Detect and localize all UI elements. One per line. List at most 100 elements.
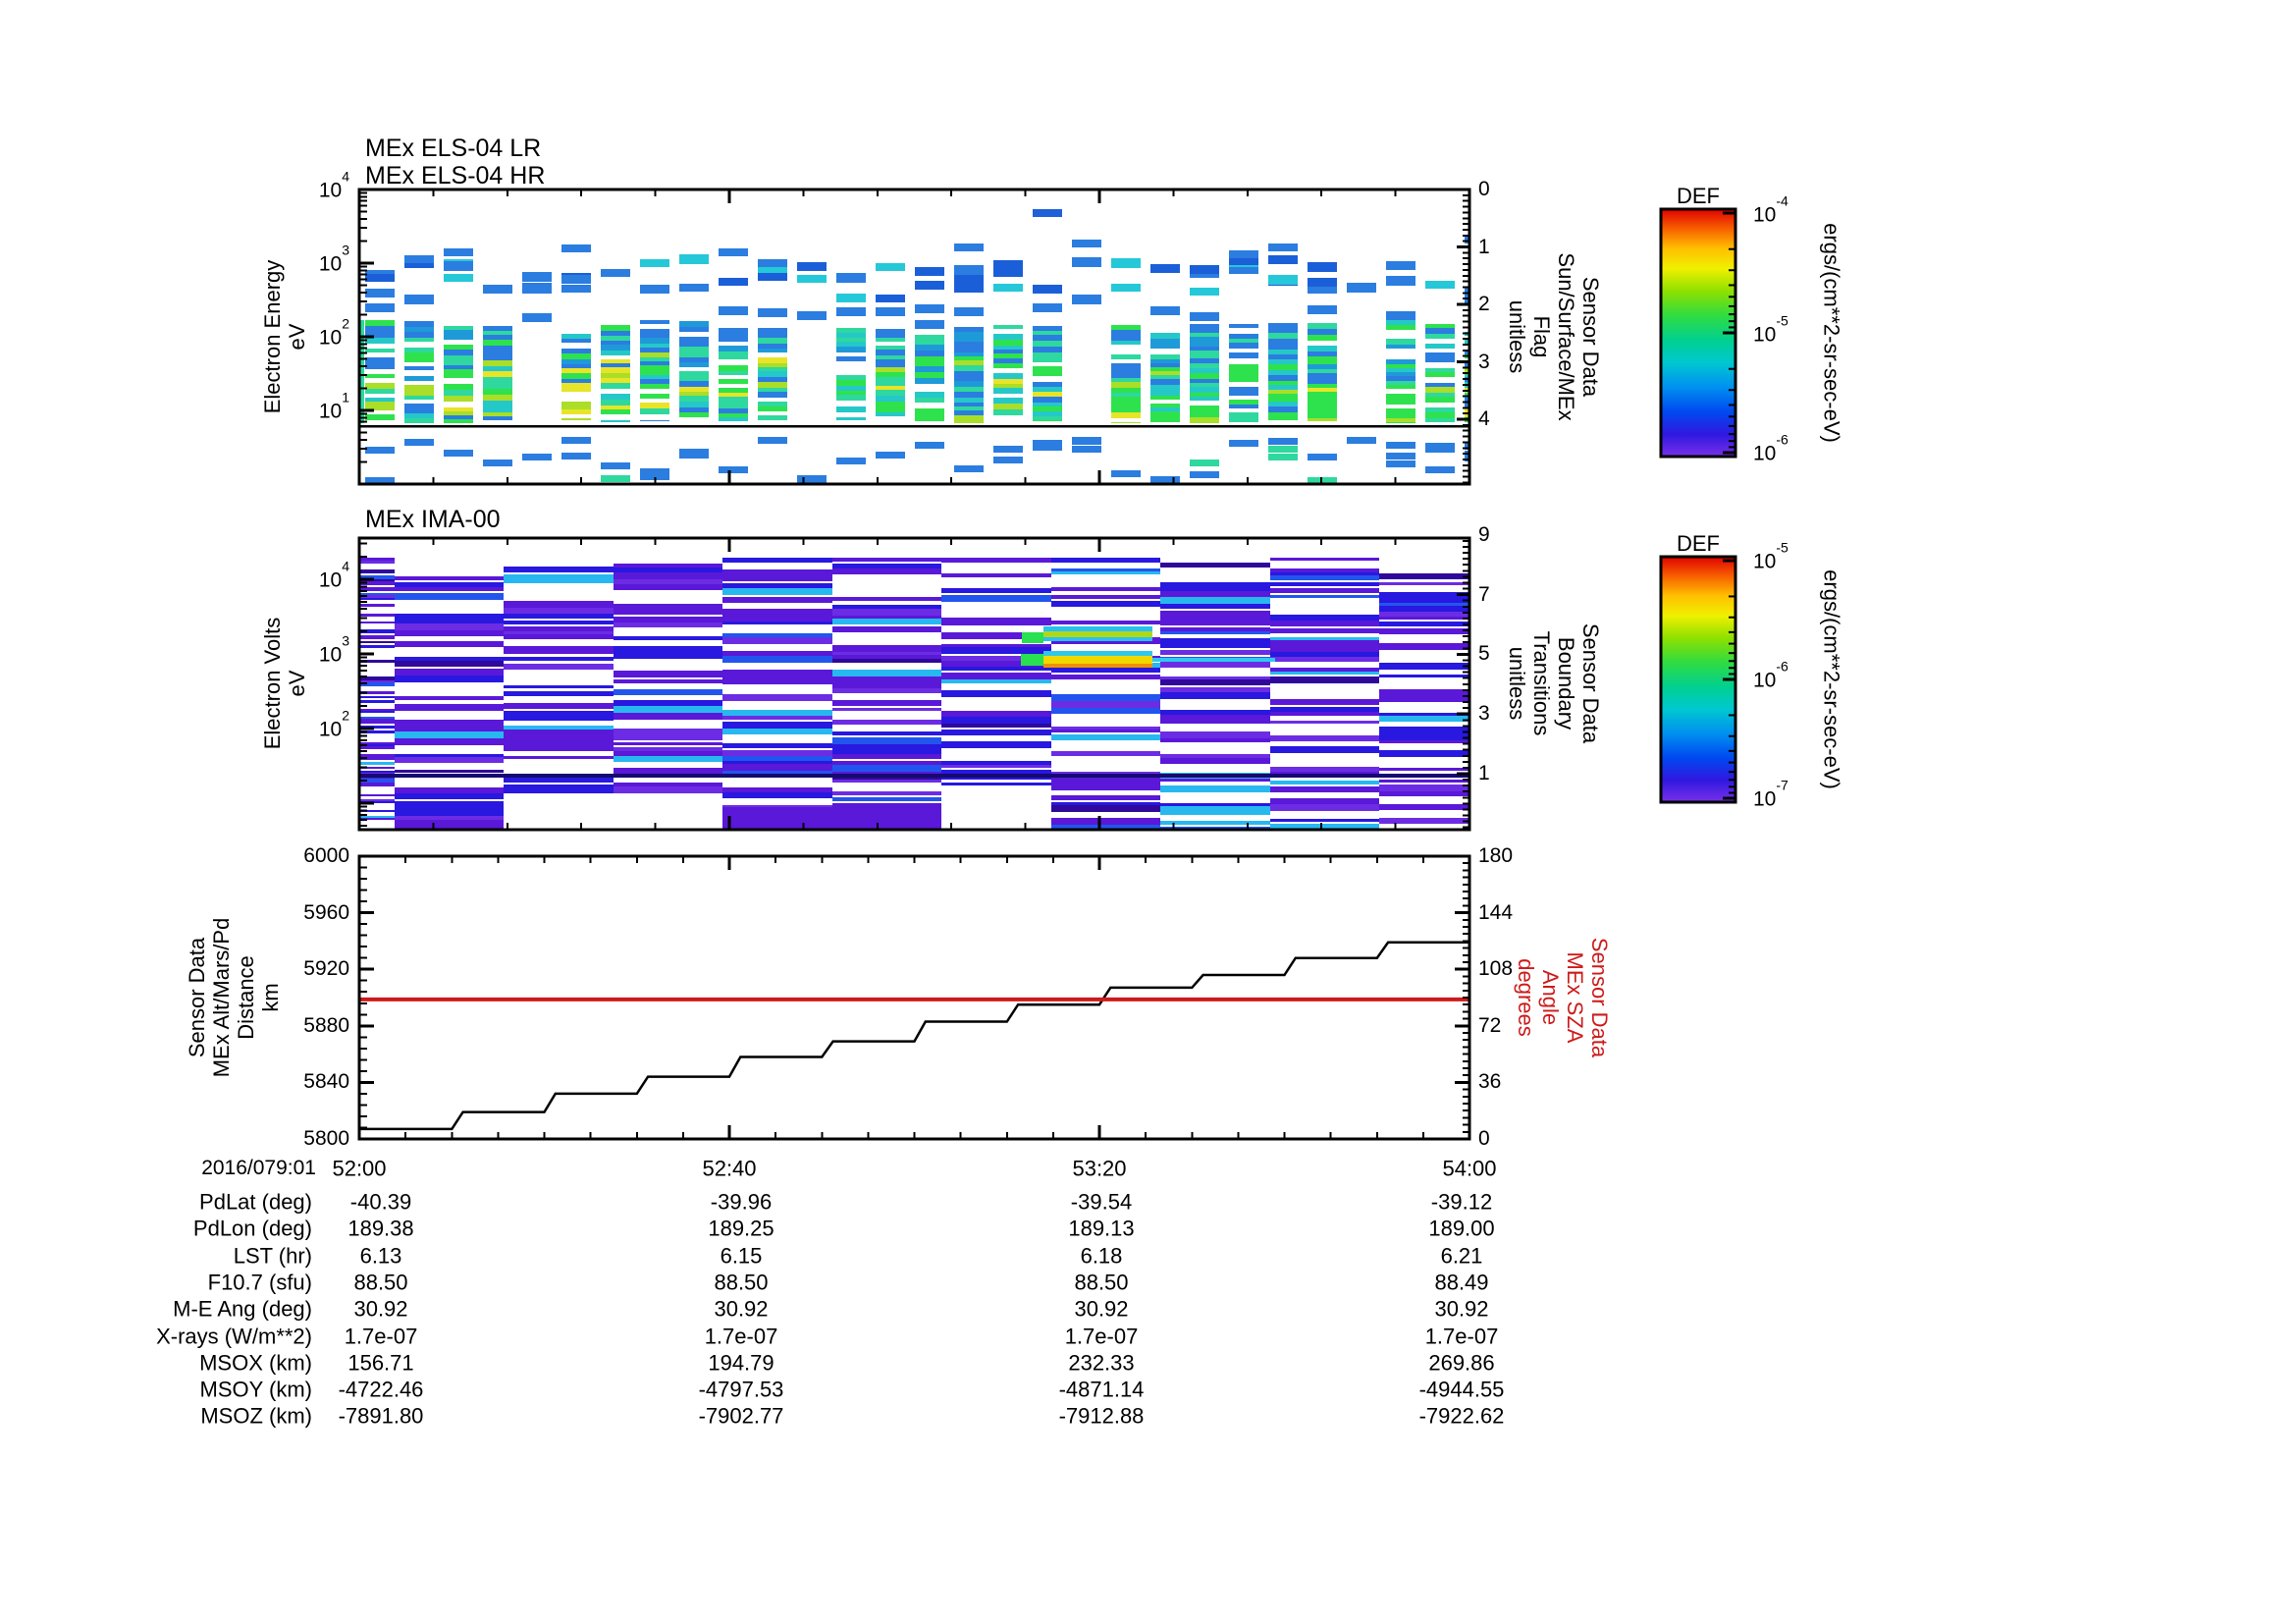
table-row-label: PdLon (deg) — [192, 1216, 312, 1241]
table-cell-value: 88.50 — [1074, 1270, 1129, 1295]
table-cell-value: 1.7e-07 — [1064, 1323, 1139, 1348]
table-cell-value: -4944.55 — [1418, 1377, 1505, 1402]
time-tick-label: 52:40 — [702, 1156, 757, 1181]
els-ytick-label: 103 — [318, 242, 349, 276]
table-cell-value: 6.15 — [720, 1243, 763, 1269]
table-cell-value: 1.7e-07 — [1424, 1323, 1499, 1348]
table-row-label: MSOX (km) — [199, 1350, 312, 1376]
els-flag-tick-label: 3 — [1478, 350, 1490, 373]
colorbar1-tick-label: 10-5 — [1753, 311, 1789, 346]
table-row-label: PdLat (deg) — [199, 1189, 312, 1215]
table-cell-value: 88.50 — [714, 1270, 769, 1295]
table-cell-value: -7912.88 — [1058, 1403, 1145, 1429]
els-title-lr: MEx ELS-04 LR — [365, 135, 542, 162]
table-cell-value: -7902.77 — [698, 1403, 784, 1429]
colorbar2-units-label: ergs/(cm**2-sr-sec-eV) — [1819, 569, 1844, 789]
ima-title: MEx IMA-00 — [365, 506, 501, 533]
alt-left-tick-label: 5920 — [303, 957, 349, 981]
els-title-hr: MEx ELS-04 HR — [365, 162, 546, 189]
alt-left-tick-label: 5800 — [303, 1126, 349, 1150]
alt-right-tick-label: 180 — [1478, 843, 1514, 867]
ima-right-tick-label: 3 — [1478, 702, 1490, 726]
colorbar1-tick-label: 10-6 — [1753, 431, 1789, 465]
table-cell-value: -7922.62 — [1418, 1403, 1505, 1429]
sza-right-axis-label: Sensor Data MEx SZA Angle degrees — [1514, 937, 1612, 1058]
alt-right-tick-label: 36 — [1478, 1070, 1502, 1094]
els-ytick-label: 101 — [318, 389, 349, 423]
time-tick-label: 52:00 — [332, 1156, 387, 1181]
table-cell-value: 30.92 — [353, 1296, 408, 1322]
ima-right-tick-label: 1 — [1478, 761, 1490, 784]
table-row-label: X-rays (W/m**2) — [156, 1323, 312, 1348]
table-cell-value: -39.12 — [1430, 1189, 1493, 1215]
els-flag-tick-label: 2 — [1478, 292, 1490, 315]
table-cell-value: -39.96 — [710, 1189, 773, 1215]
table-cell-value: 232.33 — [1068, 1350, 1135, 1376]
table-row-label: F10.7 (sfu) — [207, 1270, 312, 1295]
alt-right-tick-label: 72 — [1478, 1013, 1502, 1037]
els-flag-tick-label: 1 — [1478, 235, 1490, 258]
els-ytick-label: 102 — [318, 315, 349, 350]
table-cell-value: -4797.53 — [698, 1377, 784, 1402]
table-cell-value: 189.13 — [1068, 1216, 1135, 1241]
alt-left-tick-label: 5880 — [303, 1013, 349, 1037]
els-right-axis-label: Sensor Data Sun/Surface/MEx Flag unitles… — [1505, 252, 1603, 421]
els-y-axis-label: Electron Energy eV — [260, 259, 309, 414]
alt-right-tick-label: 108 — [1478, 957, 1514, 981]
axes-frames-ticks — [357, 188, 1471, 1141]
table-cell-value: -4722.46 — [338, 1377, 424, 1402]
table-row-label: M-E Ang (deg) — [173, 1296, 312, 1322]
table-cell-value: 30.92 — [1074, 1296, 1129, 1322]
alt-y-axis-label: Sensor Data MEx Alt/Mars/Pd Distance km — [185, 917, 283, 1078]
colorbar2-tick-label: 10-5 — [1753, 539, 1789, 573]
ima-spectrogram-data — [359, 558, 1469, 829]
ima-right-tick-label: 9 — [1478, 522, 1490, 546]
table-cell-value: 189.25 — [708, 1216, 774, 1241]
alt-left-tick-label: 5840 — [303, 1070, 349, 1094]
ima-ytick-label: 102 — [318, 707, 349, 741]
table-cell-value: -39.54 — [1070, 1189, 1133, 1215]
table-row-label: MSOY (km) — [199, 1377, 312, 1402]
table-cell-value: 88.50 — [353, 1270, 408, 1295]
els-flag-tick-label: 4 — [1478, 406, 1490, 430]
table-cell-value: 189.38 — [347, 1216, 414, 1241]
table-cell-value: 1.7e-07 — [704, 1323, 778, 1348]
table-row-label: MSOZ (km) — [200, 1403, 312, 1429]
table-cell-value: -4871.14 — [1058, 1377, 1145, 1402]
table-cell-value: 1.7e-07 — [344, 1323, 418, 1348]
colorbar2-title: DEF — [1677, 531, 1720, 556]
alt-left-tick-label: 6000 — [303, 843, 349, 867]
alt-right-tick-label: 0 — [1478, 1126, 1490, 1150]
table-cell-value: 6.13 — [359, 1243, 402, 1269]
table-cell-value: 269.86 — [1428, 1350, 1495, 1376]
table-cell-value: 30.92 — [714, 1296, 769, 1322]
x-axis-date-label: 2016/079:01 — [201, 1157, 316, 1179]
els-spectrogram-data — [359, 209, 1469, 484]
table-cell-value: 156.71 — [347, 1350, 414, 1376]
table-cell-value: -40.39 — [349, 1189, 412, 1215]
table-cell-value: 88.49 — [1434, 1270, 1489, 1295]
ima-right-axis-label: Sensor Data Boundary Transitions unitles… — [1505, 622, 1603, 744]
alt-right-tick-label: 144 — [1478, 900, 1514, 924]
colorbar1-units-label: ergs/(cm**2-sr-sec-eV) — [1819, 223, 1844, 443]
els-ytick-label: 104 — [318, 168, 349, 202]
table-cell-value: 6.18 — [1080, 1243, 1123, 1269]
table-cell-value: -7891.80 — [338, 1403, 424, 1429]
ima-right-tick-label: 7 — [1478, 582, 1490, 606]
colorbar2-tick-label: 10-6 — [1753, 658, 1789, 692]
alt-left-tick-label: 5960 — [303, 900, 349, 924]
ima-ytick-label: 103 — [318, 632, 349, 667]
table-cell-value: 194.79 — [708, 1350, 774, 1376]
ima-ytick-label: 104 — [318, 558, 349, 592]
time-tick-label: 53:20 — [1072, 1156, 1127, 1181]
time-tick-label: 54:00 — [1442, 1156, 1497, 1181]
colorbar1-tick-label: 10-4 — [1753, 192, 1789, 227]
colorbar1-title: DEF — [1677, 184, 1720, 208]
els-flag-tick-label: 0 — [1478, 177, 1490, 200]
table-cell-value: 30.92 — [1434, 1296, 1489, 1322]
table-cell-value: 6.21 — [1440, 1243, 1483, 1269]
colorbar2-tick-label: 10-7 — [1753, 777, 1789, 811]
colorbars — [1659, 207, 1737, 804]
